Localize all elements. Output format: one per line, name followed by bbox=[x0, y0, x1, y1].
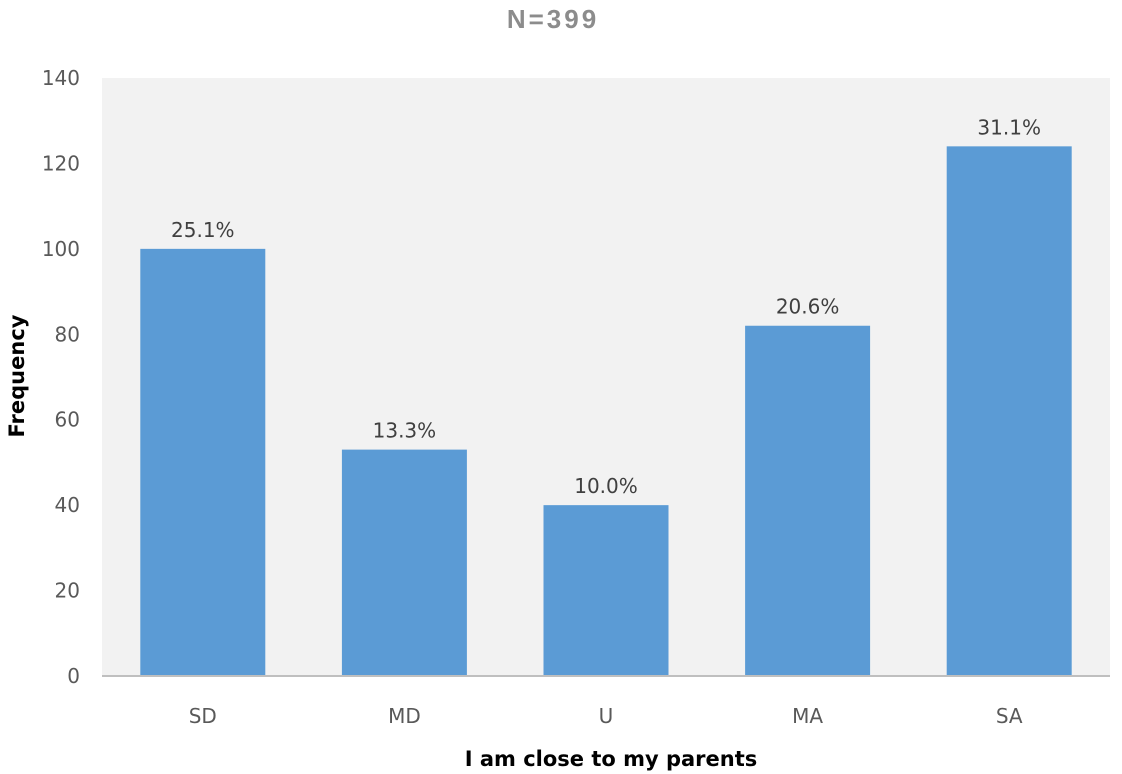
x-tick-label-u: U bbox=[599, 704, 614, 728]
bar-ma bbox=[745, 325, 871, 676]
y-tick-label: 120 bbox=[42, 151, 80, 175]
data-label-ma: 20.6% bbox=[776, 295, 840, 319]
y-tick-label: 80 bbox=[55, 322, 80, 346]
y-tick-label: 40 bbox=[55, 493, 80, 517]
data-label-u: 10.0% bbox=[574, 474, 638, 498]
y-tick-label: 140 bbox=[42, 66, 80, 90]
y-axis-title: Frequency bbox=[5, 314, 29, 437]
x-tick-label-ma: MA bbox=[792, 704, 823, 728]
x-tick-label-sa: SA bbox=[996, 704, 1023, 728]
bar-u bbox=[543, 505, 669, 676]
bars bbox=[140, 146, 1072, 677]
x-tick-label-sd: SD bbox=[189, 704, 217, 728]
data-label-md: 13.3% bbox=[373, 419, 437, 443]
x-tick-label-md: MD bbox=[388, 704, 421, 728]
y-axis-ticks: 0 20 40 60 80 100 120 140 bbox=[42, 66, 80, 688]
y-tick-label: 20 bbox=[55, 579, 80, 603]
y-tick-label: 0 bbox=[67, 664, 80, 688]
y-tick-label: 60 bbox=[55, 408, 80, 432]
chart-title: N=399 bbox=[507, 4, 599, 34]
data-label-sd: 25.1% bbox=[171, 218, 235, 242]
data-label-sa: 31.1% bbox=[977, 115, 1041, 139]
bar-sa bbox=[946, 146, 1072, 677]
x-axis-title: I am close to my parents bbox=[465, 747, 758, 771]
data-labels: 25.1% 13.3% 10.0% 20.6% 31.1% bbox=[171, 115, 1041, 498]
bar-md bbox=[341, 449, 467, 676]
x-axis-categories: SD MD U MA SA bbox=[189, 704, 1023, 728]
bar-sd bbox=[140, 248, 266, 676]
y-tick-label: 100 bbox=[42, 237, 80, 261]
